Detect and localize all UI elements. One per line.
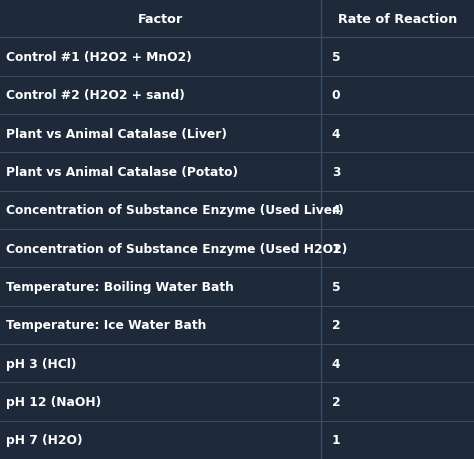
Text: pH 3 (HCl): pH 3 (HCl): [6, 357, 76, 370]
Text: 4: 4: [332, 128, 340, 140]
Text: pH 12 (NaOH): pH 12 (NaOH): [6, 395, 101, 408]
Text: 2: 2: [332, 395, 340, 408]
Text: 4: 4: [332, 357, 340, 370]
Text: 4: 4: [332, 204, 340, 217]
Text: Rate of Reaction: Rate of Reaction: [338, 13, 457, 26]
Text: Plant vs Animal Catalase (Potato): Plant vs Animal Catalase (Potato): [6, 166, 238, 179]
Text: Factor: Factor: [138, 13, 183, 26]
Text: Control #1 (H2O2 + MnO2): Control #1 (H2O2 + MnO2): [6, 51, 192, 64]
Text: 0: 0: [332, 89, 340, 102]
Text: Temperature: Ice Water Bath: Temperature: Ice Water Bath: [6, 319, 207, 331]
Text: pH 7 (H2O): pH 7 (H2O): [6, 433, 82, 446]
Text: Concentration of Substance Enzyme (Used Liver): Concentration of Substance Enzyme (Used …: [6, 204, 344, 217]
Text: 5: 5: [332, 51, 340, 64]
Text: 1: 1: [332, 433, 340, 446]
Text: Control #2 (H2O2 + sand): Control #2 (H2O2 + sand): [6, 89, 185, 102]
Text: Concentration of Substance Enzyme (Used H2O2): Concentration of Substance Enzyme (Used …: [6, 242, 347, 255]
Text: Plant vs Animal Catalase (Liver): Plant vs Animal Catalase (Liver): [6, 128, 227, 140]
Text: 3: 3: [332, 166, 340, 179]
Text: 2: 2: [332, 319, 340, 331]
Text: 1: 1: [332, 242, 340, 255]
Text: 5: 5: [332, 280, 340, 293]
Text: Temperature: Boiling Water Bath: Temperature: Boiling Water Bath: [6, 280, 234, 293]
